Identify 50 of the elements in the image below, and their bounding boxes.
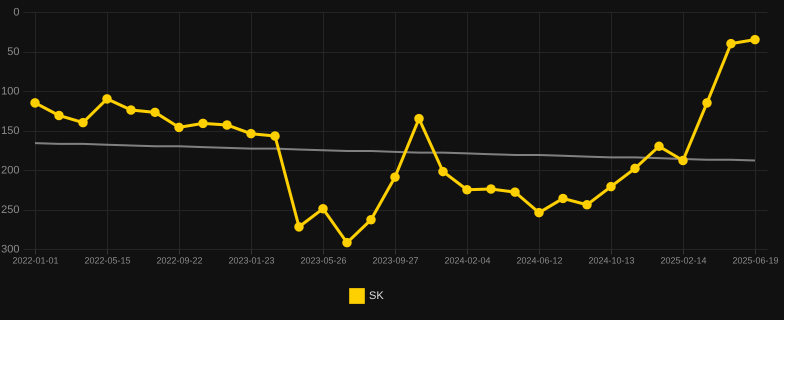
point (174, 122, 184, 132)
point (222, 120, 232, 130)
point (630, 164, 640, 174)
x-tick-label: 2024-06-12 (516, 256, 563, 266)
point (606, 182, 616, 192)
point (678, 156, 688, 166)
point (342, 238, 352, 248)
point (270, 131, 280, 141)
y-tick-label: 150 (1, 125, 20, 137)
point (486, 184, 496, 194)
x-tick-label: 2025-02-14 (660, 256, 707, 266)
point (534, 208, 544, 218)
y-tick-label: 0 (13, 6, 20, 18)
point (246, 128, 256, 138)
point (78, 118, 88, 128)
x-tick-label: 2023-09-27 (372, 256, 419, 266)
x-tick-label: 2022-09-22 (156, 256, 203, 266)
point (318, 204, 328, 214)
point (462, 185, 472, 194)
point (54, 110, 64, 120)
point (294, 222, 304, 232)
point (30, 98, 40, 108)
point (510, 187, 520, 197)
point (558, 194, 568, 204)
point (702, 98, 712, 108)
point (198, 118, 208, 128)
point (438, 166, 448, 176)
x-tick-label: 2022-05-15 (84, 256, 131, 266)
x-tick-label: 2022-01-01 (12, 256, 59, 266)
y-tick-label: 200 (1, 164, 20, 176)
point (150, 108, 160, 118)
y-tick-label: 50 (7, 46, 20, 58)
x-tick-label: 2024-10-13 (588, 256, 635, 266)
point (414, 114, 424, 124)
point (582, 200, 592, 210)
point (366, 215, 376, 225)
x-tick-label: 2023-01-23 (228, 256, 275, 266)
x-tick-label: 2024-02-04 (444, 256, 491, 266)
y-tick-label: 100 (1, 86, 20, 98)
point (126, 105, 136, 115)
point (750, 34, 760, 44)
point (102, 94, 112, 104)
x-tick-label: 2023-05-26 (300, 256, 347, 266)
x-tick-label: 2025-06-19 (732, 256, 779, 266)
point (654, 142, 664, 152)
point (726, 38, 736, 48)
y-tick-label: 300 (1, 244, 20, 256)
legend-label: SK (369, 290, 384, 302)
point (390, 172, 400, 182)
y-tick-label: 250 (1, 204, 20, 216)
